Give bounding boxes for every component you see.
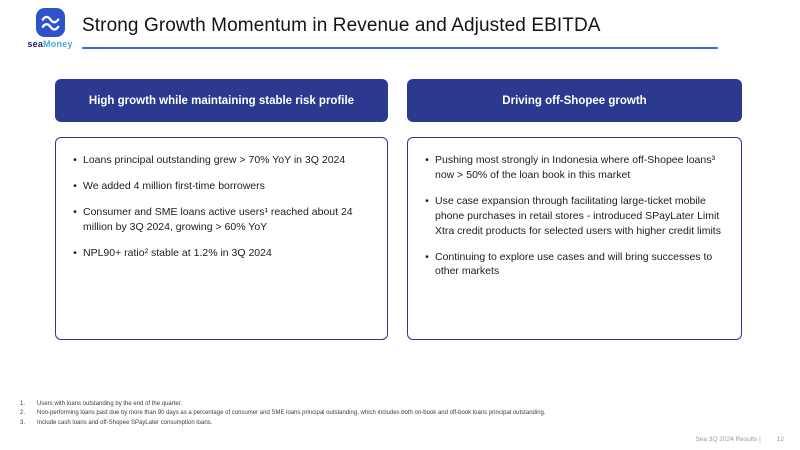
- bullet-text: Use case expansion through facilitating …: [435, 194, 721, 237]
- footnote-text: Include cash loans and off-Shopee SPayLa…: [37, 419, 213, 426]
- footnote-number: 2.: [20, 410, 26, 417]
- bullet-text: Consumer and SME loans active users¹ rea…: [83, 205, 353, 233]
- slide-footer: Sea 3Q 2024 Results | 12: [695, 436, 784, 443]
- slide-title: Strong Growth Momentum in Revenue and Ad…: [82, 15, 601, 36]
- bullet-dot-icon: [419, 194, 435, 239]
- list-item: Consumer and SME loans active users¹ rea…: [67, 205, 373, 235]
- footnote-number: 1.: [20, 401, 26, 408]
- left-column-box: Loans principal outstanding grew > 70% Y…: [55, 137, 388, 340]
- list-item: Loans principal outstanding grew > 70% Y…: [67, 153, 373, 168]
- title-underline: [82, 47, 718, 49]
- footnote-text: Non-performing loans past due by more th…: [37, 410, 546, 417]
- footnote: 1. Users with loans outstanding by the e…: [20, 400, 660, 409]
- bullet-dot-icon: [67, 246, 83, 261]
- bullet-dot-icon: [419, 250, 435, 280]
- bullet-dot-icon: [67, 205, 83, 235]
- list-item: We added 4 million first-time borrowers: [67, 179, 373, 194]
- logo-text-money: Money: [43, 39, 73, 49]
- bullet-text: We added 4 million first-time borrowers: [83, 179, 265, 192]
- footnotes: 1. Users with loans outstanding by the e…: [20, 400, 660, 428]
- list-item: NPL90+ ratio² stable at 1.2% in 3Q 2024: [67, 246, 373, 261]
- footnote: 3. Include cash loans and off-Shopee SPa…: [20, 419, 660, 428]
- footer-label: Sea 3Q 2024 Results |: [695, 436, 761, 443]
- bullet-dot-icon: [67, 153, 83, 168]
- list-item: Use case expansion through facilitating …: [419, 194, 727, 239]
- logo-text-sea: sea: [27, 39, 44, 49]
- bullet-dot-icon: [419, 153, 435, 183]
- bullet-text: Loans principal outstanding grew > 70% Y…: [83, 154, 346, 166]
- seamoney-wave-icon: [35, 7, 65, 38]
- bullet-text: NPL90+ ratio² stable at 1.2% in 3Q 2024: [83, 246, 272, 259]
- list-item: Pushing most strongly in Indonesia where…: [419, 153, 727, 183]
- list-item: Continuing to explore use cases and will…: [419, 250, 727, 280]
- footnote-number: 3.: [20, 419, 26, 426]
- bullet-text: Pushing most strongly in Indonesia where…: [435, 154, 715, 181]
- page-number: 12: [776, 436, 784, 443]
- logo-wordmark: seaMoney: [24, 39, 76, 49]
- right-column-header: Driving off-Shopee growth: [407, 79, 742, 122]
- footnote: 2. Non-performing loans past due by more…: [20, 409, 660, 418]
- bullet-dot-icon: [67, 179, 83, 194]
- left-column-header: High growth while maintaining stable ris…: [55, 79, 388, 122]
- footnote-text: Users with loans outstanding by the end …: [37, 401, 183, 408]
- seamoney-logo: seaMoney: [24, 7, 76, 49]
- right-column-box: Pushing most strongly in Indonesia where…: [407, 137, 742, 340]
- bullet-text: Continuing to explore use cases and will…: [435, 250, 713, 278]
